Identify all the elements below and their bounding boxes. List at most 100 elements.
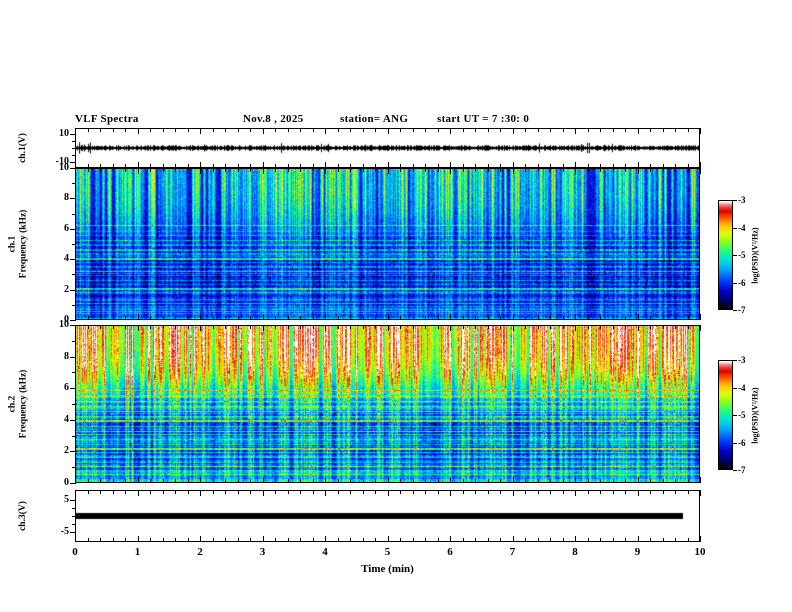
- x-tick-mark: [525, 164, 526, 168]
- y-minor-tick: [72, 508, 76, 509]
- x-tick-mark: [550, 479, 551, 483]
- x-tick-mark: [600, 316, 601, 320]
- y-minor-tick: [72, 516, 76, 517]
- x-tick-mark: [163, 316, 164, 320]
- colorbar-tick-mark: [733, 470, 737, 471]
- x-tick-mark: [300, 168, 301, 172]
- x-tick-mark: [525, 168, 526, 172]
- x-tick-label: 4: [322, 546, 328, 558]
- x-tick-mark: [463, 128, 464, 132]
- x-tick-mark: [675, 128, 676, 132]
- x-tick-mark: [213, 325, 214, 329]
- x-tick-mark: [525, 479, 526, 483]
- y-tick-mark: [70, 420, 76, 421]
- x-tick-label: 10: [694, 546, 706, 558]
- x-tick-mark: [600, 168, 601, 172]
- x-tick-mark: [250, 479, 251, 483]
- x-tick-mark: [675, 479, 676, 483]
- x-tick-mark: [613, 479, 614, 483]
- y-minor-tick: [72, 183, 76, 184]
- x-tick-mark: [388, 536, 389, 542]
- x-tick-mark: [363, 168, 364, 172]
- x-tick-mark: [513, 490, 514, 496]
- x-tick-mark: [625, 128, 626, 132]
- x-tick-mark: [513, 325, 514, 331]
- x-tick-mark: [450, 168, 451, 174]
- y-tick-label-ch1-spectrogram: 4: [64, 253, 69, 265]
- x-tick-mark: [425, 316, 426, 320]
- x-tick-mark: [425, 168, 426, 172]
- x-tick-mark: [163, 164, 164, 168]
- x-tick-mark: [588, 538, 589, 542]
- y-minor-tick: [72, 214, 76, 215]
- x-tick-mark: [675, 316, 676, 320]
- x-tick-mark: [650, 316, 651, 320]
- x-tick-mark: [700, 128, 701, 134]
- x-tick-mark: [125, 325, 126, 329]
- x-tick-mark: [575, 477, 576, 483]
- x-tick-mark: [663, 490, 664, 494]
- y-axis-title-ch3-voltage: ch.3(V): [17, 501, 28, 531]
- x-tick-mark: [250, 316, 251, 320]
- x-tick-mark: [288, 325, 289, 329]
- x-tick-mark: [175, 128, 176, 132]
- y-tick-mark: [70, 483, 76, 484]
- x-tick-mark: [538, 164, 539, 168]
- x-tick-mark: [325, 477, 326, 483]
- x-tick-mark: [225, 490, 226, 494]
- x-tick-mark: [338, 490, 339, 494]
- x-tick-mark: [350, 164, 351, 168]
- colorbar-tick-label: -4: [738, 222, 746, 233]
- x-tick-mark: [175, 164, 176, 168]
- x-tick-mark: [175, 479, 176, 483]
- x-tick-mark: [400, 168, 401, 172]
- x-tick-mark: [688, 479, 689, 483]
- x-tick-mark: [88, 316, 89, 320]
- x-tick-mark: [338, 164, 339, 168]
- x-tick-mark: [375, 316, 376, 320]
- x-tick-mark: [513, 314, 514, 320]
- x-tick-mark: [400, 479, 401, 483]
- x-tick-mark: [238, 479, 239, 483]
- x-tick-mark: [375, 128, 376, 132]
- x-tick-mark: [125, 128, 126, 132]
- x-tick-mark: [200, 162, 201, 168]
- x-tick-mark: [288, 316, 289, 320]
- x-tick-mark: [700, 162, 701, 168]
- spectrogram-canvas-ch2-spectrogram: [76, 326, 699, 482]
- x-tick-mark: [75, 477, 76, 483]
- x-tick-mark: [138, 325, 139, 331]
- x-tick-mark: [138, 162, 139, 168]
- x-tick-mark: [300, 490, 301, 494]
- x-tick-mark: [663, 128, 664, 132]
- colorbar-gradient: [719, 361, 732, 469]
- x-tick-mark: [363, 325, 364, 329]
- x-tick-mark: [550, 128, 551, 132]
- x-tick-mark: [700, 314, 701, 320]
- y-minor-tick: [72, 404, 76, 405]
- y-tick-label-ch2-spectrogram: 10: [59, 319, 69, 330]
- x-tick-mark: [188, 164, 189, 168]
- x-tick-mark: [513, 168, 514, 174]
- x-tick-mark: [213, 479, 214, 483]
- x-tick-mark: [325, 162, 326, 168]
- x-tick-mark: [500, 168, 501, 172]
- y-tick-label-ch2-spectrogram: 8: [64, 350, 69, 362]
- x-tick-mark: [338, 479, 339, 483]
- x-tick-mark: [300, 479, 301, 483]
- x-tick-mark: [463, 479, 464, 483]
- x-tick-mark: [213, 490, 214, 494]
- colorbar-gradient: [719, 201, 732, 309]
- x-tick-mark: [613, 325, 614, 329]
- x-tick-mark: [700, 490, 701, 496]
- x-tick-mark: [250, 325, 251, 329]
- x-tick-mark: [663, 325, 664, 329]
- colorbar-ch2: [718, 360, 733, 470]
- x-tick-label: 2: [197, 546, 203, 558]
- x-tick-mark: [100, 538, 101, 542]
- x-tick-mark: [500, 316, 501, 320]
- y-axis-subtitle-ch1-spectrogram: ch.1: [6, 235, 17, 253]
- x-tick-mark: [288, 479, 289, 483]
- x-tick-mark: [663, 168, 664, 172]
